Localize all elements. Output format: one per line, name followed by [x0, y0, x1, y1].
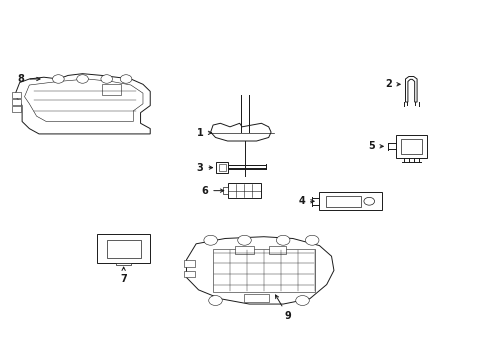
PathPatch shape — [210, 123, 270, 141]
Circle shape — [208, 296, 222, 306]
Circle shape — [276, 235, 289, 245]
Bar — [400, 139, 421, 154]
Circle shape — [237, 235, 251, 245]
Text: 5: 5 — [367, 141, 383, 151]
Bar — [12, 106, 21, 112]
Bar — [106, 239, 140, 258]
Bar — [213, 249, 314, 292]
Text: 3: 3 — [196, 163, 212, 172]
Bar — [244, 294, 268, 302]
Bar — [325, 195, 360, 207]
Bar — [216, 162, 227, 173]
Text: 1: 1 — [196, 128, 211, 138]
Bar — [12, 92, 21, 98]
Circle shape — [120, 75, 132, 83]
Bar — [102, 84, 121, 95]
Circle shape — [295, 296, 308, 306]
Bar — [97, 234, 150, 263]
PathPatch shape — [186, 237, 333, 304]
Circle shape — [203, 235, 217, 245]
PathPatch shape — [15, 74, 150, 134]
PathPatch shape — [405, 77, 416, 102]
Text: 7: 7 — [120, 267, 127, 284]
Bar — [223, 187, 227, 194]
Bar — [183, 260, 194, 267]
Circle shape — [101, 75, 112, 83]
Bar — [268, 246, 285, 255]
Circle shape — [77, 75, 88, 83]
Bar — [183, 271, 194, 278]
Circle shape — [305, 235, 318, 245]
Bar — [12, 99, 21, 105]
Bar — [116, 262, 131, 265]
Circle shape — [53, 75, 64, 83]
Text: 6: 6 — [201, 186, 223, 195]
Text: 2: 2 — [385, 79, 399, 89]
Text: 8: 8 — [18, 74, 40, 84]
Text: 4: 4 — [298, 196, 313, 206]
Circle shape — [363, 197, 374, 205]
Bar — [234, 246, 254, 255]
Bar — [395, 135, 426, 158]
Bar — [227, 183, 261, 198]
Bar — [319, 192, 382, 210]
Text: 9: 9 — [275, 295, 291, 321]
Bar — [219, 164, 225, 171]
